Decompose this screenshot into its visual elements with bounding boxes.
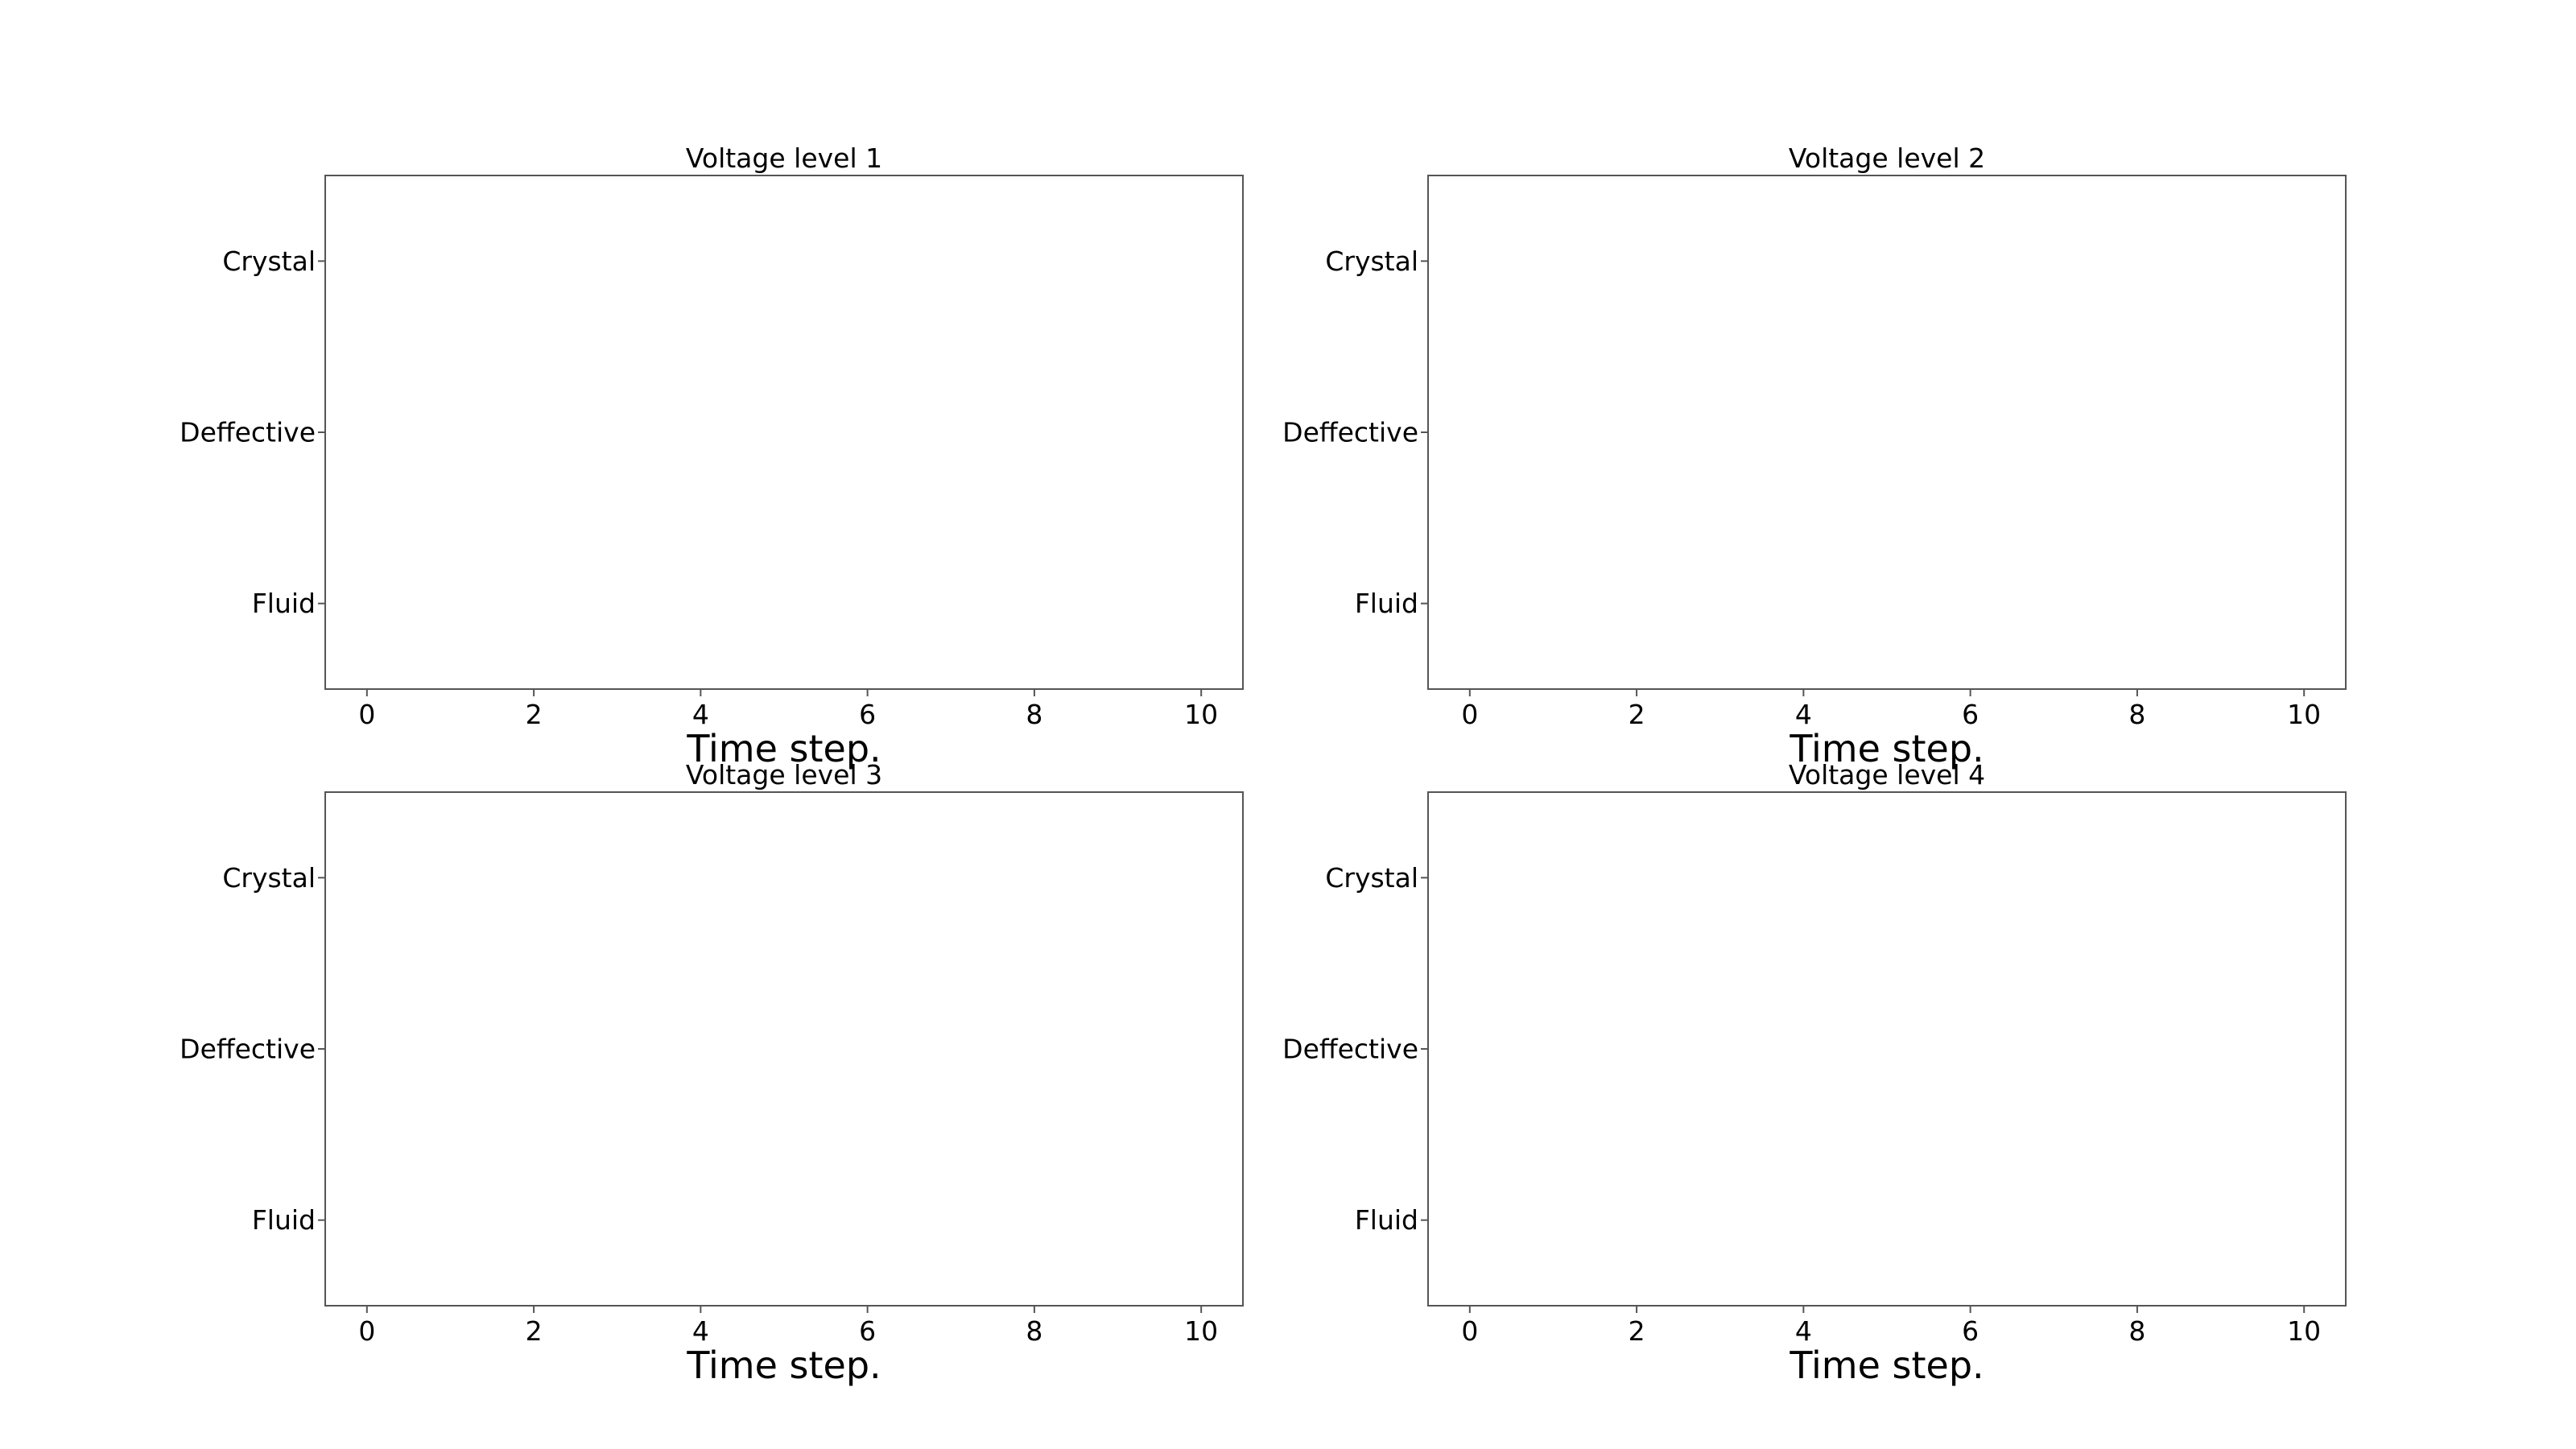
x-axis-label: Time step. — [1789, 1344, 1984, 1387]
y-tick-label: Crystal — [1325, 246, 1418, 277]
x-tick-label: 6 — [1962, 1315, 1979, 1347]
y-tick-label: Deffective — [180, 417, 316, 448]
y-tick-label: Fluid — [1355, 1204, 1418, 1236]
x-axis-label: Time step. — [686, 1344, 881, 1387]
plot-area — [1427, 791, 2347, 1307]
x-tick-label: 8 — [2128, 1315, 2145, 1347]
x-tick-label: 8 — [1026, 1315, 1042, 1347]
x-tick-label: 2 — [1629, 699, 1645, 730]
chart-title: Voltage level 3 — [686, 759, 882, 791]
x-axis-label: Time step. — [1789, 727, 1984, 770]
x-tick-label: 6 — [1962, 699, 1979, 730]
x-tick-label: 4 — [1795, 699, 1812, 730]
chart-title: Voltage level 2 — [1789, 142, 1985, 174]
plot-area — [1427, 175, 2347, 690]
x-tick-label: 6 — [859, 699, 876, 730]
x-tick-label: 0 — [358, 1315, 375, 1347]
x-axis-label: Time step. — [686, 727, 881, 770]
x-tick-label: 6 — [859, 1315, 876, 1347]
y-tick-label: Deffective — [1282, 417, 1418, 448]
x-tick-label: 4 — [692, 699, 709, 730]
x-tick-label: 10 — [2287, 699, 2321, 730]
y-tick-label: Fluid — [252, 1204, 316, 1236]
x-tick-label: 4 — [692, 1315, 709, 1347]
y-tick-label: Crystal — [222, 246, 316, 277]
x-tick-label: 2 — [526, 699, 543, 730]
chart-title: Voltage level 4 — [1789, 759, 1985, 791]
y-tick-label: Fluid — [1355, 588, 1418, 619]
plot-area — [324, 175, 1244, 690]
x-tick-label: 8 — [1026, 699, 1042, 730]
x-tick-label: 8 — [2128, 699, 2145, 730]
y-tick-label: Fluid — [252, 588, 316, 619]
x-tick-label: 4 — [1795, 1315, 1812, 1347]
chart-title: Voltage level 1 — [686, 142, 882, 174]
x-tick-label: 0 — [358, 699, 375, 730]
plot-area — [324, 791, 1244, 1307]
x-tick-label: 0 — [1461, 699, 1478, 730]
x-tick-label: 2 — [1629, 1315, 1645, 1347]
y-tick-label: Crystal — [222, 862, 316, 894]
x-tick-label: 10 — [2287, 1315, 2321, 1347]
x-tick-label: 0 — [1461, 1315, 1478, 1347]
y-tick-label: Crystal — [1325, 862, 1418, 894]
x-tick-label: 2 — [526, 1315, 543, 1347]
y-tick-label: Deffective — [1282, 1034, 1418, 1065]
x-tick-label: 10 — [1184, 699, 1218, 730]
x-tick-label: 10 — [1184, 1315, 1218, 1347]
y-tick-label: Deffective — [180, 1034, 316, 1065]
